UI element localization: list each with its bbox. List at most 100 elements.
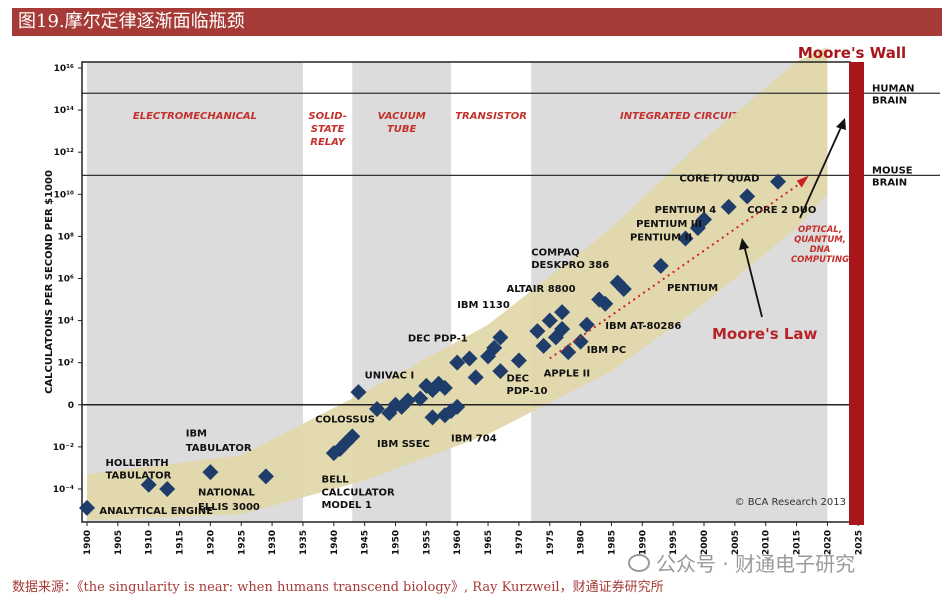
data-point-diamond [436, 379, 453, 396]
era-label: ELECTROMECHANICAL [133, 111, 257, 122]
chart-title-bar: 图19.摩尔定律逐渐面临瓶颈 [12, 8, 942, 36]
future-tech-label: COMPUTING [791, 255, 849, 265]
data-point-diamond [739, 188, 756, 205]
y-tick-label: 10⁴ [58, 317, 75, 327]
computer-label: CORE 2 DUO [747, 205, 816, 216]
brain-reference-label: BRAIN [872, 177, 907, 188]
computer-label: BELL [321, 475, 349, 486]
data-point-diamond [615, 281, 632, 297]
x-tick-label: 1975 [546, 530, 556, 555]
annotations: Moore's Wall Moore's Law OPTICAL,QUANTUM,D… [549, 44, 906, 525]
computer-label: ELLIS 3000 [198, 502, 260, 513]
point-labels: ANALYTICAL ENGINEHOLLERITHTABULATORIBMTA… [99, 174, 816, 518]
data-point-diamond [486, 339, 503, 356]
watermark: 公众号 · 财通电子研究 [628, 548, 855, 577]
x-tick-label: 1935 [299, 530, 309, 555]
x-tick-label: 1960 [453, 530, 463, 555]
x-tick-label: 2020 [823, 530, 833, 555]
computer-label: NATIONAL [198, 487, 255, 498]
x-tick-label: 1970 [515, 530, 525, 555]
data-point-diamond [140, 476, 157, 493]
future-tech-label: OPTICAL, [798, 225, 842, 235]
future-tech-label: DNA [810, 245, 831, 255]
era-label: INTEGRATED CIRCUIT [620, 111, 740, 122]
data-point-diamond [578, 316, 595, 333]
data-point-diamond [368, 400, 385, 417]
data-point-diamond [572, 333, 589, 350]
data-point-diamond [350, 384, 367, 401]
brain-reference-label: HUMAN [872, 83, 915, 94]
data-point-diamond [412, 390, 429, 407]
computer-label: IBM PC [587, 345, 626, 356]
computer-label: DEC PDP-1 [408, 334, 468, 345]
x-tick-label: 1900 [83, 530, 93, 555]
data-point-diamond [652, 257, 669, 274]
x-tick-label: 2005 [731, 530, 741, 555]
computer-label: TABULATOR [186, 443, 252, 454]
x-tick-label: 2000 [700, 530, 710, 555]
x-tick-label: 1985 [607, 530, 617, 555]
y-tick-label: 10⁸ [58, 232, 75, 242]
computer-label: ANALYTICAL ENGINE [99, 506, 213, 517]
computer-label: APPLE II [544, 368, 591, 379]
era-label: RELAY [310, 137, 346, 148]
x-tick-label: 1905 [114, 530, 124, 555]
data-point-diamond [159, 480, 176, 497]
x-tick-label: 1930 [268, 530, 278, 555]
y-tick-label: 10¹⁶ [54, 64, 74, 74]
x-tick-label: 1965 [484, 530, 494, 555]
computer-label: PENTIUM III [636, 219, 702, 230]
brain-reference-label: MOUSE [872, 165, 913, 176]
data-point-diamond [344, 428, 361, 445]
x-tick-label: 1920 [206, 530, 216, 555]
computer-label: HOLLERITH [106, 458, 169, 469]
data-point-diamond [510, 352, 527, 369]
x-tick-label: 2015 [793, 530, 803, 555]
data-point-diamond [492, 363, 509, 380]
y-tick-label: 10¹² [54, 148, 74, 158]
data-point-diamond [677, 230, 694, 247]
computer-label: TABULATOR [106, 470, 172, 481]
data-point-diamond [560, 344, 577, 361]
y-tick-label: 10² [58, 359, 75, 369]
computer-label: COMPAQ [531, 247, 579, 258]
data-point-diamond [257, 468, 274, 485]
data-point-diamond [554, 320, 571, 337]
x-tick-label: 2010 [762, 530, 772, 555]
watermark-text: 公众号 · 财通电子研究 [656, 552, 856, 576]
computer-label: IBM 704 [451, 434, 497, 445]
wall-pointer-head [836, 118, 846, 130]
era-label: STATE [311, 124, 345, 135]
data-point-diamond [541, 312, 558, 329]
data-point-diamond [696, 211, 712, 228]
source-note: 数据来源：《the singularity is near: when huma… [12, 580, 664, 595]
data-point-diamond [79, 499, 95, 516]
x-tick-label: 1950 [392, 530, 402, 555]
computer-label: CORE i7 QUAD [679, 174, 759, 185]
data-point-diamond [461, 350, 478, 367]
computer-label: ALTAIR 8800 [507, 284, 576, 295]
x-tick-label: 1980 [577, 530, 587, 555]
x-tick-label: 1915 [176, 530, 186, 555]
data-point-diamond [492, 329, 509, 346]
trend-band [87, 46, 828, 521]
x-tick-label: 1990 [638, 530, 648, 555]
computer-label: PENTIUM 4 [655, 205, 717, 216]
data-point-diamond [529, 323, 546, 340]
exponential-trend-band [87, 46, 828, 521]
y-tick-label: 0 [68, 401, 74, 411]
computer-label: DESKPRO 386 [531, 260, 609, 271]
y-tick-label: 10⁶ [58, 274, 75, 284]
data-point-diamond [535, 337, 552, 354]
computer-label: PENTIUM [667, 283, 718, 294]
x-tick-label: 1940 [330, 530, 340, 555]
brain-reference-label: BRAIN [872, 95, 907, 106]
x-tick-label: 1925 [237, 530, 247, 555]
moores-law-pointer-head [739, 238, 749, 250]
y-tick-label: 10¹⁰ [54, 190, 74, 200]
computer-label: PDP-10 [507, 386, 548, 397]
computer-label: UNIVAC I [365, 370, 415, 381]
computer-label: COLOSSUS [315, 415, 375, 426]
